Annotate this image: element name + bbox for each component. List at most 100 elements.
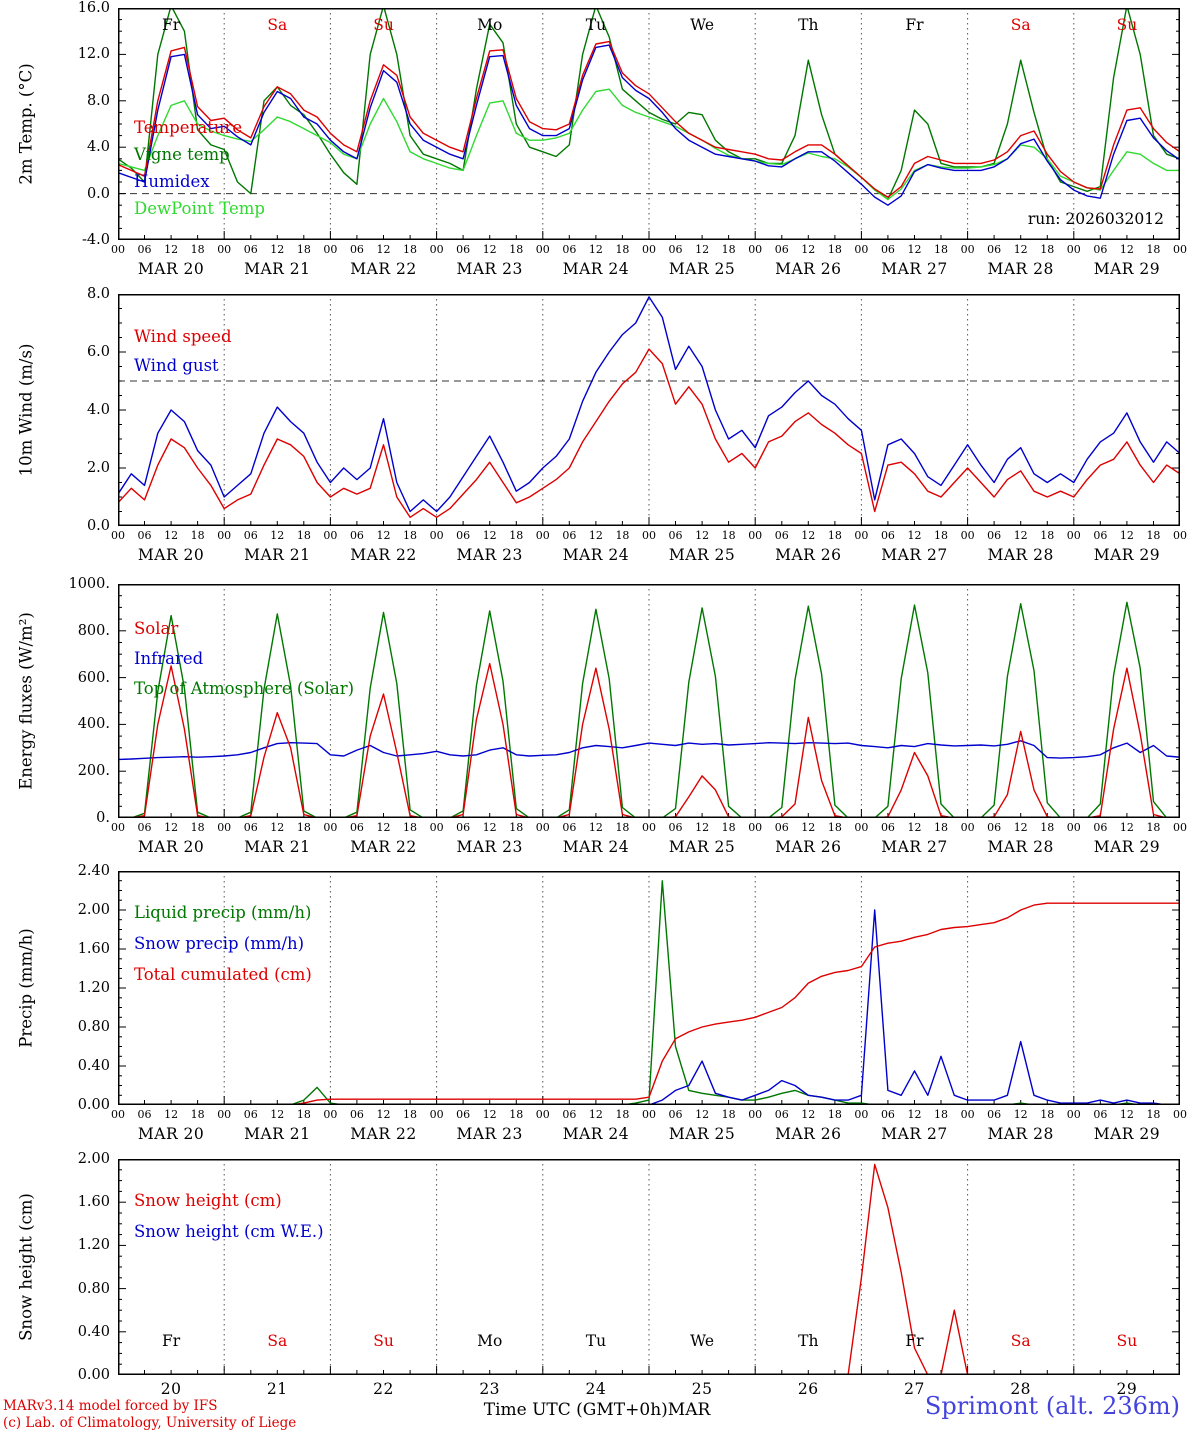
day-name-label: Su — [1116, 16, 1138, 34]
date-label: MAR 22 — [350, 546, 417, 564]
hour-tick-label: 18 — [1146, 821, 1161, 834]
hour-tick-label: 12 — [164, 243, 179, 256]
hour-tick-label: 06 — [456, 243, 471, 256]
series-line — [119, 296, 1179, 513]
legend-item: Snow height (cm) — [134, 1191, 282, 1210]
series-line — [132, 662, 1166, 817]
date-label: MAR 22 — [350, 1125, 417, 1143]
hour-tick-label: 18 — [296, 243, 311, 256]
hour-tick-label: 00 — [535, 821, 550, 834]
hour-tick-label: 06 — [137, 243, 152, 256]
date-label: MAR 28 — [987, 260, 1054, 278]
hour-tick-label: 18 — [1040, 1108, 1055, 1121]
series-line — [119, 348, 1179, 519]
hour-tick-label: 00 — [429, 821, 444, 834]
series-line — [119, 40, 1179, 198]
hour-tick-label: 00 — [854, 1108, 869, 1121]
hour-tick-label: 06 — [774, 1108, 789, 1121]
day-number-label: 23 — [479, 1380, 501, 1398]
date-label: MAR 20 — [137, 1125, 205, 1143]
y-tick-label: 12.0 — [77, 46, 110, 63]
hour-tick-label: 18 — [190, 821, 205, 834]
hour-tick-label: 00 — [217, 243, 232, 256]
hour-tick-label: 00 — [1173, 243, 1187, 256]
day-number-label: 20 — [160, 1380, 182, 1398]
date-label: MAR 22 — [350, 838, 417, 856]
hour-tick-label: 00 — [111, 821, 125, 834]
hour-tick-label: 18 — [615, 1108, 630, 1121]
hour-tick-label: 00 — [960, 1108, 975, 1121]
series-line — [291, 880, 1139, 1104]
hour-tick-label: 06 — [987, 821, 1002, 834]
hour-tick-label: 18 — [827, 529, 842, 542]
hour-tick-label: 06 — [668, 529, 683, 542]
day-name-label: Th — [798, 16, 819, 34]
model-credit: MARv3.14 model forced by IFS (c) Lab. of… — [3, 1398, 296, 1432]
hour-tick-label: 00 — [535, 243, 550, 256]
hour-tick-label: 12 — [482, 243, 497, 256]
hour-tick-label: 18 — [190, 1108, 205, 1121]
y-tick-label: 0.00 — [77, 1367, 110, 1383]
hour-tick-label: 00 — [642, 821, 656, 834]
day-number-label: 21 — [266, 1380, 288, 1398]
date-label: MAR 24 — [562, 260, 630, 278]
hour-tick-label: 00 — [960, 529, 975, 542]
legend-item: Wind speed — [134, 327, 232, 346]
hour-tick-label: 00 — [748, 821, 763, 834]
y-axis-label-snow: Snow height (cm) — [16, 1193, 36, 1341]
hour-tick-label: 12 — [376, 821, 391, 834]
hour-tick-label: 18 — [403, 243, 418, 256]
hour-tick-label: 18 — [1040, 821, 1055, 834]
date-label: MAR 29 — [1093, 1125, 1161, 1143]
hour-tick-label: 00 — [1066, 529, 1081, 542]
hour-tick-label: 12 — [907, 821, 922, 834]
hour-tick-label: 00 — [854, 821, 869, 834]
day-name-label: Tu — [585, 16, 607, 34]
legend-item: Vigne temp — [134, 145, 230, 164]
y-tick-label: 600. — [77, 669, 110, 686]
hour-tick-label: 00 — [854, 529, 869, 542]
hour-tick-label: 06 — [987, 1108, 1002, 1121]
hour-tick-label: 12 — [270, 243, 285, 256]
date-label: MAR 24 — [562, 838, 630, 856]
day-name-label: Tu — [585, 1332, 607, 1350]
y-tick-label: 6.0 — [86, 344, 110, 360]
hour-tick-label: 12 — [801, 243, 816, 256]
day-number-label: 22 — [373, 1380, 394, 1398]
hour-tick-label: 12 — [1119, 1108, 1134, 1121]
hour-tick-label: 06 — [349, 821, 364, 834]
hour-tick-label: 06 — [880, 1108, 895, 1121]
plot-wind — [118, 294, 1180, 526]
y-tick-label: 0.40 — [77, 1323, 110, 1340]
date-label: MAR 29 — [1093, 838, 1161, 856]
hour-tick-label: 18 — [827, 821, 842, 834]
hour-tick-label: 00 — [1173, 529, 1187, 542]
hour-tick-label: 06 — [349, 1108, 364, 1121]
hour-tick-label: 12 — [376, 529, 391, 542]
hour-tick-label: 12 — [482, 1108, 497, 1121]
date-label: MAR 25 — [668, 838, 736, 856]
hour-tick-label: 06 — [774, 529, 789, 542]
hour-tick-label: 18 — [934, 529, 949, 542]
y-tick-label: 2.00 — [77, 1151, 110, 1167]
date-label: MAR 22 — [350, 260, 417, 278]
y-tick-label: 2.40 — [77, 863, 110, 879]
hour-tick-label: 06 — [562, 821, 577, 834]
hour-tick-label: 18 — [190, 243, 205, 256]
plot-border — [118, 584, 1180, 818]
date-label: MAR 23 — [456, 546, 523, 564]
series-line — [132, 601, 1167, 817]
legend-item: Snow precip (mm/h) — [134, 934, 305, 953]
date-label: MAR 20 — [137, 546, 205, 564]
date-label: MAR 27 — [881, 1125, 948, 1143]
legend-item: Liquid precip (mm/h) — [134, 903, 312, 922]
series-line — [119, 44, 1179, 206]
hour-tick-label: 18 — [190, 529, 205, 542]
hour-tick-label: 18 — [403, 1108, 418, 1121]
hour-tick-label: 06 — [880, 529, 895, 542]
hour-tick-label: 18 — [509, 243, 524, 256]
hour-tick-label: 12 — [1119, 529, 1134, 542]
plot-border — [118, 871, 1180, 1105]
month-label: MAR — [667, 1400, 711, 1420]
series-line — [292, 902, 1179, 1104]
